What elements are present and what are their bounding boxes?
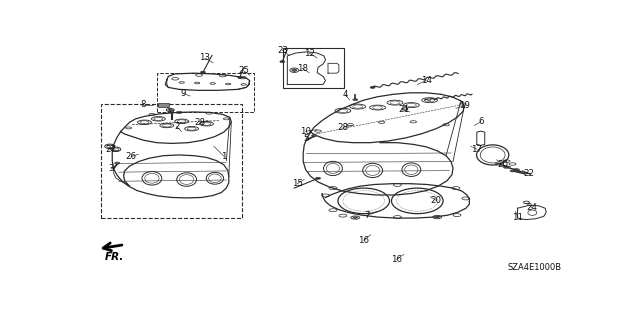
Text: 15: 15 bbox=[292, 179, 303, 188]
Ellipse shape bbox=[312, 135, 317, 137]
Text: 26: 26 bbox=[125, 152, 136, 161]
Text: 20: 20 bbox=[497, 160, 508, 168]
Ellipse shape bbox=[237, 77, 242, 78]
Text: 8: 8 bbox=[140, 100, 146, 109]
Ellipse shape bbox=[495, 163, 500, 165]
Text: 22: 22 bbox=[524, 169, 534, 178]
Ellipse shape bbox=[316, 177, 321, 179]
Text: 3: 3 bbox=[109, 165, 114, 174]
Ellipse shape bbox=[200, 71, 205, 73]
Ellipse shape bbox=[292, 69, 297, 71]
Ellipse shape bbox=[370, 86, 375, 88]
Text: 10: 10 bbox=[300, 127, 311, 136]
Text: 24: 24 bbox=[527, 203, 538, 212]
Text: 25: 25 bbox=[238, 66, 249, 75]
Ellipse shape bbox=[115, 162, 120, 164]
Text: 18: 18 bbox=[297, 64, 308, 73]
Text: 16: 16 bbox=[391, 255, 402, 264]
Bar bbox=[170, 110, 173, 113]
Text: 14: 14 bbox=[420, 76, 432, 85]
Ellipse shape bbox=[168, 109, 172, 111]
Text: 20: 20 bbox=[431, 196, 442, 205]
Text: 11: 11 bbox=[513, 212, 524, 222]
Text: 19: 19 bbox=[459, 101, 470, 110]
Bar bbox=[101, 104, 242, 218]
Text: 1: 1 bbox=[221, 152, 227, 161]
Text: 21: 21 bbox=[398, 105, 409, 114]
Bar bbox=[158, 103, 169, 107]
Bar bbox=[157, 73, 253, 112]
Text: 13: 13 bbox=[200, 53, 211, 63]
Text: FR.: FR. bbox=[105, 252, 124, 262]
Text: SZA4E1000B: SZA4E1000B bbox=[508, 263, 562, 272]
Text: 16: 16 bbox=[358, 236, 369, 245]
Text: 12: 12 bbox=[303, 48, 315, 57]
Text: 5: 5 bbox=[303, 135, 308, 144]
Text: 2: 2 bbox=[174, 122, 179, 131]
Text: 9: 9 bbox=[180, 89, 186, 98]
Text: 7: 7 bbox=[364, 211, 369, 220]
Text: 6: 6 bbox=[478, 117, 483, 126]
Ellipse shape bbox=[353, 99, 358, 101]
Ellipse shape bbox=[503, 166, 508, 168]
Ellipse shape bbox=[353, 217, 358, 219]
Text: 27: 27 bbox=[105, 145, 116, 154]
Ellipse shape bbox=[280, 61, 285, 63]
Text: 28: 28 bbox=[337, 123, 348, 132]
Bar bbox=[284, 48, 344, 88]
Ellipse shape bbox=[510, 170, 515, 172]
Text: 17: 17 bbox=[471, 145, 483, 154]
Text: 28: 28 bbox=[195, 118, 205, 127]
Ellipse shape bbox=[435, 216, 440, 218]
Text: 4: 4 bbox=[342, 90, 348, 99]
Text: 23: 23 bbox=[277, 46, 288, 55]
